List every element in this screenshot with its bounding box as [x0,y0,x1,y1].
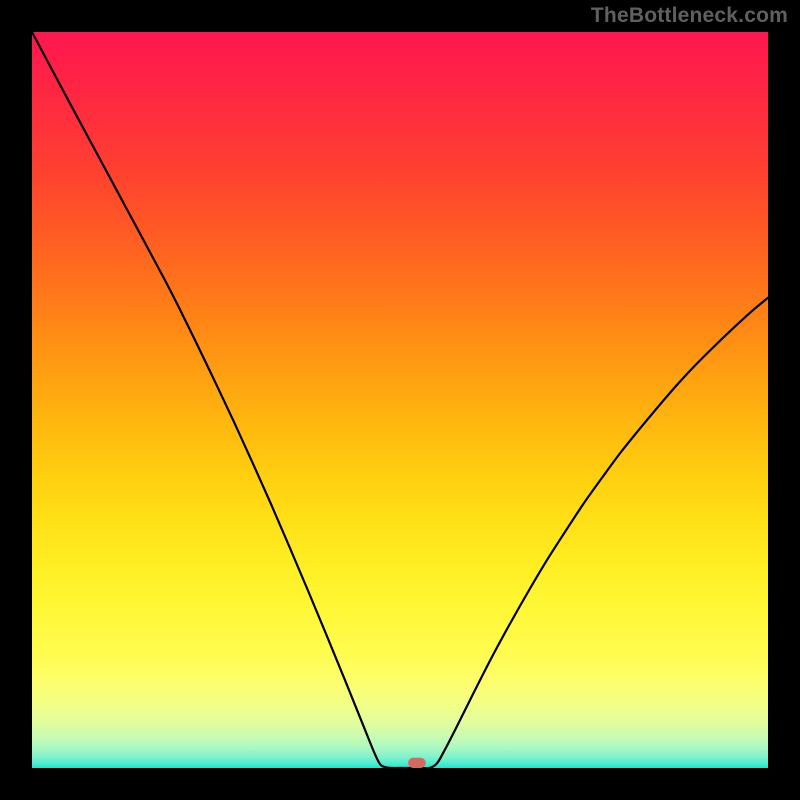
plot-area [32,32,768,768]
chart-frame: TheBottleneck.com [0,0,800,800]
optimal-marker [408,758,426,768]
watermark-text: TheBottleneck.com [591,4,788,28]
plot-svg [32,32,768,768]
gradient-background [32,32,768,768]
